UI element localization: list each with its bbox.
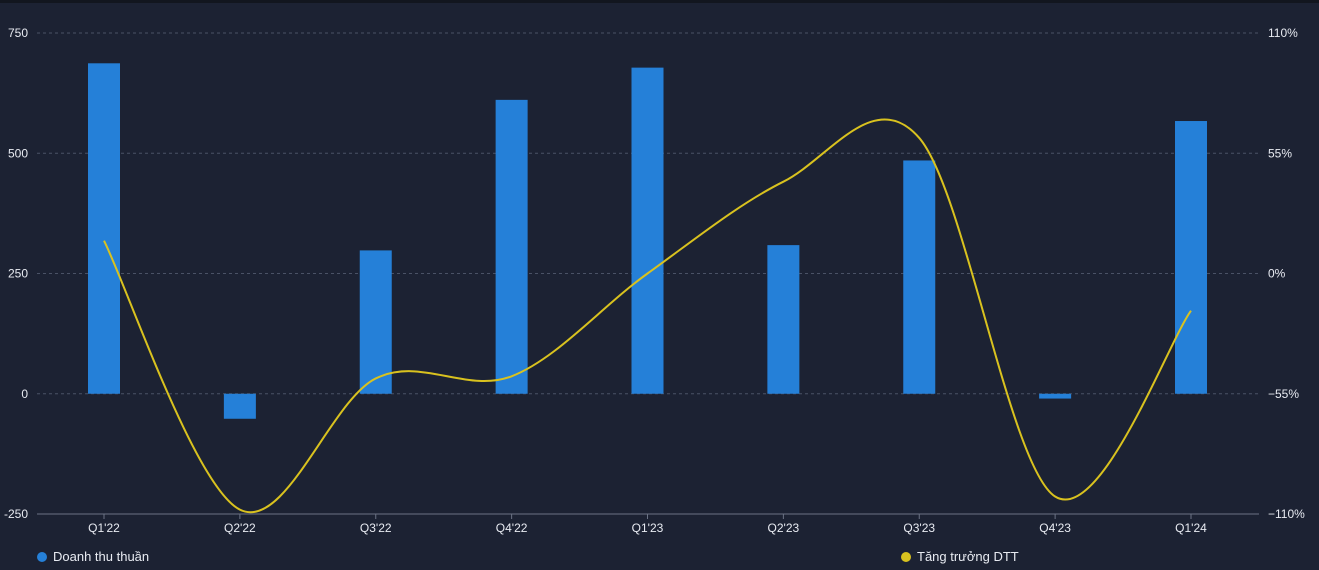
x-tick-label: Q3'22: [360, 521, 392, 535]
x-tick-label: Q1'23: [632, 521, 664, 535]
legend-bar-dot: [37, 551, 47, 562]
legend-item-bars[interactable]: Doanh thu thuần: [37, 549, 149, 564]
bar[interactable]: [767, 245, 800, 394]
bar[interactable]: [903, 160, 936, 394]
bar[interactable]: [1175, 121, 1207, 394]
left-axis-ticks: 750 500 250 0 -250: [4, 26, 28, 521]
right-tick-label: −110%: [1268, 507, 1305, 521]
left-tick-label: -250: [4, 507, 28, 521]
left-tick-label: 500: [8, 146, 28, 160]
bar[interactable]: [359, 250, 392, 394]
left-tick-label: 0: [21, 387, 28, 401]
left-tick-label: 750: [8, 26, 28, 40]
legend-bar-label: Doanh thu thuần: [53, 549, 150, 564]
x-tick-label: Q1'24: [1175, 521, 1207, 535]
x-axis-ticks: Q1'22 Q2'22 Q3'22 Q4'22 Q1'23 Q2'23 Q3'23 Q4'23…: [88, 514, 1207, 535]
right-tick-label: 0%: [1268, 267, 1286, 281]
bar[interactable]: [88, 63, 120, 394]
left-tick-label: 250: [8, 267, 28, 281]
bar[interactable]: [495, 99, 528, 394]
x-tick-label: Q4'22: [496, 521, 528, 535]
legend-line-label: Tăng trưởng DTT: [917, 549, 1019, 564]
x-tick-label: Q2'23: [768, 521, 800, 535]
right-axis-ticks: 110% 55% 0% −55% −110%: [1268, 26, 1305, 521]
bar[interactable]: [631, 67, 664, 394]
right-tick-label: −55%: [1268, 387, 1299, 401]
x-tick-label: Q3'23: [903, 521, 935, 535]
bar[interactable]: [1039, 393, 1072, 399]
line-series: [103, 118, 1192, 514]
x-tick-label: Q1'22: [88, 521, 120, 535]
legend-line-dot: [901, 551, 911, 562]
right-tick-label: 55%: [1268, 146, 1292, 160]
x-tick-label: Q2'22: [224, 521, 256, 535]
top-border: [0, 0, 1319, 3]
bar[interactable]: [223, 393, 256, 419]
growth-line[interactable]: [103, 118, 1192, 514]
x-tick-label: Q4'23: [1039, 521, 1071, 535]
legend-item-line[interactable]: Tăng trưởng DTT: [901, 549, 1019, 564]
right-tick-label: 110%: [1268, 26, 1298, 40]
bar-series: [88, 63, 1207, 419]
